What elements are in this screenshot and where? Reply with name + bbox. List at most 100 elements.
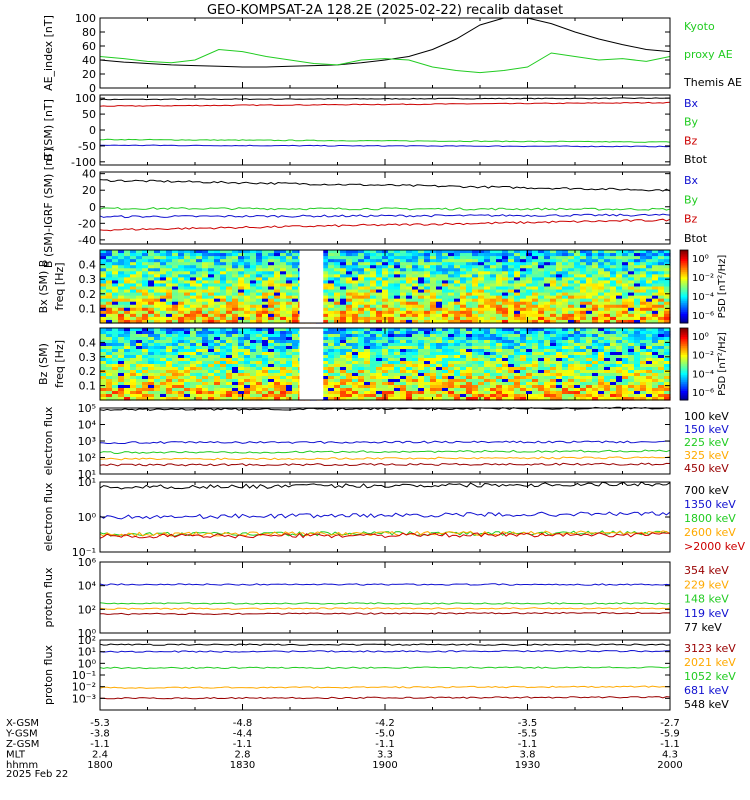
spectrogram-cell bbox=[334, 355, 341, 359]
spectrogram-cell bbox=[142, 307, 149, 312]
spectrogram-cell bbox=[598, 289, 605, 294]
spectrogram-cell bbox=[502, 265, 509, 269]
spectrogram-cell bbox=[358, 340, 365, 344]
colorbar-step bbox=[680, 297, 688, 300]
spectrogram-cell bbox=[334, 286, 341, 291]
spectrogram-cell bbox=[430, 334, 437, 338]
spectrogram-cell bbox=[556, 391, 563, 395]
spectrogram-cell bbox=[388, 253, 395, 257]
spectrogram-cell bbox=[154, 331, 161, 335]
spectrogram-cell bbox=[484, 385, 491, 389]
spectrogram-cell bbox=[646, 265, 653, 269]
spectrogram-cell bbox=[196, 340, 203, 344]
spectrogram-cell bbox=[268, 376, 275, 380]
spectrogram-cell bbox=[496, 310, 503, 315]
spectrogram-cell bbox=[262, 388, 269, 392]
spectrogram-cell bbox=[196, 295, 203, 300]
spectrogram-cell bbox=[238, 349, 245, 353]
spectrogram-cell bbox=[244, 391, 251, 395]
spectrogram-cell bbox=[196, 265, 203, 269]
spectrogram-cell bbox=[340, 295, 347, 300]
spectrogram-cell bbox=[202, 262, 209, 266]
spectrogram-cell bbox=[346, 376, 353, 380]
spectrogram-cell bbox=[268, 286, 275, 291]
spectrogram-cell bbox=[214, 376, 221, 380]
colorbar-step bbox=[680, 310, 688, 313]
spectrogram-cell bbox=[604, 307, 611, 312]
spectrogram-cell bbox=[118, 361, 125, 365]
spectrogram-cell bbox=[478, 304, 485, 309]
spectrogram-cell bbox=[550, 289, 557, 294]
spectrogram-cell bbox=[202, 271, 209, 275]
colorbar-frame bbox=[679, 327, 689, 401]
spectrogram-cell bbox=[358, 268, 365, 272]
spectrogram-cell bbox=[238, 352, 245, 356]
spectrogram-cell bbox=[430, 310, 437, 315]
panel-frame bbox=[99, 17, 671, 89]
spectrogram-cell bbox=[136, 274, 143, 278]
spectrogram-cell bbox=[154, 397, 161, 401]
spectrogram-cell bbox=[538, 274, 545, 278]
spectrogram-cell bbox=[136, 292, 143, 297]
spectrogram-cell bbox=[184, 358, 191, 362]
spectrogram-cell bbox=[130, 310, 137, 315]
spectrogram-cell bbox=[634, 283, 641, 288]
colorbar-label: PSD [nT²/Hz] bbox=[717, 255, 728, 319]
spectrogram-cell bbox=[268, 265, 275, 269]
spectrogram-cell bbox=[586, 334, 593, 338]
spectrogram-cell bbox=[532, 358, 539, 362]
spectrogram-cell bbox=[448, 265, 455, 269]
spectrogram-cell bbox=[190, 361, 197, 365]
spectrogram-cell bbox=[502, 310, 509, 315]
spectrogram-cell bbox=[454, 316, 461, 321]
spectrogram-cell bbox=[376, 397, 383, 401]
spectrogram-cell bbox=[148, 313, 155, 318]
spectrogram-cell bbox=[622, 343, 629, 347]
spectrogram-cell bbox=[454, 298, 461, 303]
spectrogram-cell bbox=[622, 370, 629, 374]
spectrogram-cell bbox=[220, 343, 227, 347]
spectrogram-cell bbox=[406, 367, 413, 371]
spectrogram-cell bbox=[226, 334, 233, 338]
spectrogram-cell bbox=[418, 331, 425, 335]
spectrogram-cell bbox=[184, 253, 191, 257]
spectrogram-cell bbox=[118, 349, 125, 353]
spectrogram-cell bbox=[574, 328, 581, 332]
spectrogram-cell bbox=[346, 358, 353, 362]
spectrogram-cell bbox=[220, 259, 227, 263]
spectrogram-cell bbox=[196, 346, 203, 350]
spectrogram-cell bbox=[106, 307, 113, 312]
spectrogram-cell bbox=[394, 382, 401, 386]
spectrogram-cell bbox=[130, 289, 137, 294]
colorbar-step bbox=[680, 333, 688, 336]
spectrogram-cell bbox=[412, 391, 419, 395]
spectrogram-cell bbox=[436, 286, 443, 291]
spectrogram-cell bbox=[574, 319, 581, 324]
spectrogram-cell bbox=[226, 274, 233, 278]
spectrogram-cell bbox=[220, 331, 227, 335]
spectrogram-cell bbox=[574, 280, 581, 285]
spectrogram-cell bbox=[412, 301, 419, 306]
spectrogram-cell bbox=[556, 259, 563, 263]
spectrogram-cell bbox=[166, 259, 173, 263]
spectrogram-cell bbox=[646, 304, 653, 309]
spectrogram-cell bbox=[658, 316, 665, 321]
spectrogram-cell bbox=[622, 280, 629, 285]
spectrogram-cell bbox=[184, 382, 191, 386]
spectrogram-cell bbox=[202, 253, 209, 257]
spectrogram-cell bbox=[202, 265, 209, 269]
spectrogram-cell bbox=[292, 262, 299, 266]
spectrogram-cell bbox=[610, 367, 617, 371]
spectrogram-cell bbox=[388, 277, 395, 282]
spectrogram-cell bbox=[592, 388, 599, 392]
spectrogram-cell bbox=[478, 391, 485, 395]
spectrogram-cell bbox=[424, 277, 431, 282]
spectrogram-cell bbox=[478, 256, 485, 260]
spectrogram-cell bbox=[256, 367, 263, 371]
spectrogram-cell bbox=[226, 283, 233, 288]
spectrogram-cell bbox=[490, 277, 497, 282]
spectrogram-cell bbox=[490, 265, 497, 269]
spectrogram-cell bbox=[118, 340, 125, 344]
spectrogram-cell bbox=[280, 328, 287, 332]
